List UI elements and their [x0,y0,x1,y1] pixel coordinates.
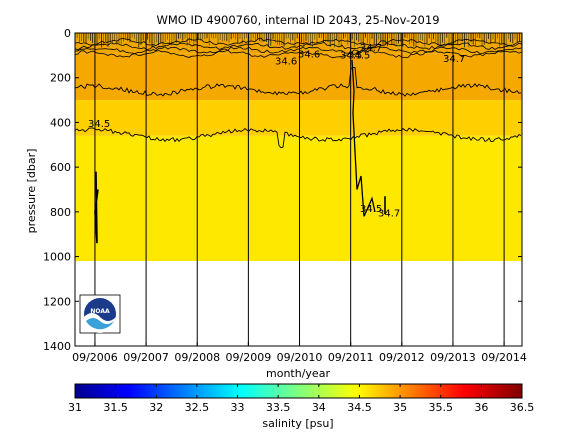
y-tick-label: 1400 [43,340,71,353]
colorbar-tick-label: 35 [393,401,407,414]
axes-frame [74,32,523,347]
contour-label: 34.6 [298,50,320,61]
plot-area: 34.634.634.534.534.534.534.734.734.70200… [43,27,527,364]
contour-anomaly [94,171,99,244]
x-tick-label: 09/2014 [481,351,527,364]
y-tick-label: 200 [50,72,71,85]
chart-title: WMO ID 4900760, internal ID 2043, 25-Nov… [156,13,439,27]
colorbar: 31 31.5 32 32.5 33 33.5 34 34.5 35 35.5 36 36.5 [68,383,535,414]
x-tick-label: 09/2009 [226,351,272,364]
colorbar-tick-label: 32.5 [185,401,210,414]
y-tick-label: 0 [64,27,71,40]
y-axis-label: pressure [dbar] [25,149,38,234]
y-tick-label: 1000 [43,251,71,264]
colorbar-tick-label: 36 [474,401,488,414]
colorbar-tick-label: 35.5 [428,401,453,414]
colorbar-tick-label: 33 [231,401,245,414]
contour-label: 34.6 [275,56,297,67]
x-tick-label: 09/2008 [174,351,220,364]
salinity-band [75,100,522,136]
contour-label: 34.5 [360,204,382,215]
colorbar-tick-label: 34.5 [347,401,372,414]
y-tick-label: 600 [50,161,71,174]
y-tick-label: 800 [50,206,71,219]
contour-label: 34.7 [378,208,400,219]
y-tick-label: 1200 [43,295,71,308]
x-tick-label: 09/2006 [72,351,118,364]
colorbar-gradient [74,383,523,399]
noaa-logo: NOAA [79,294,121,334]
colorbar-tick-label: 34 [312,401,326,414]
contour-anomaly [351,59,376,217]
colorbar-tick-label: 31.5 [103,401,128,414]
colorbar-label: salinity [psu] [262,417,333,430]
salinity-band [75,135,522,262]
x-tick-label: 09/2010 [277,351,323,364]
contour-line [74,37,523,47]
x-tick-label: 09/2012 [379,351,425,364]
contour-line-34.7 [75,66,522,97]
y-tick-label: 400 [50,116,71,129]
noaa-logo-text: NOAA [90,308,110,315]
contour-label: 34.7 [443,54,465,65]
contour-label: 34.5 [88,119,110,130]
colorbar-tick-label: 36.5 [510,401,535,414]
salinity-band [75,53,522,101]
contour-line [74,46,523,55]
colorbar-tick-label: 33.5 [266,401,291,414]
x-tick-label: 09/2013 [430,351,476,364]
contour-line-34.5 [74,127,522,149]
contour-line [74,49,523,59]
x-axis-label: month/year [266,367,330,380]
contour-label: 34.7 [360,43,382,54]
x-tick-label: 09/2007 [123,351,169,364]
contour-label: 34.5 [348,51,370,62]
x-tick-label: 09/2011 [328,351,374,364]
contour-line [74,41,523,51]
colorbar-tick-label: 32 [149,401,163,414]
colorbar-tick-label: 31 [68,401,82,414]
